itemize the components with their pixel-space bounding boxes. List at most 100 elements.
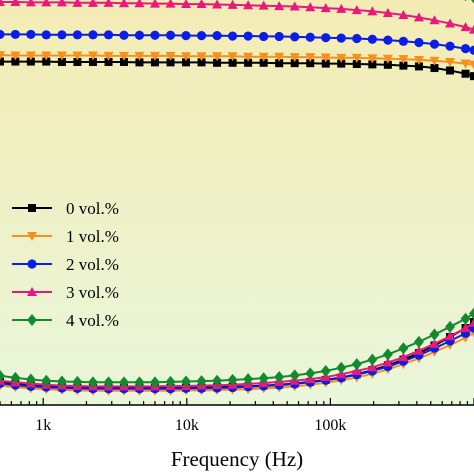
data-point-2-vol-upper <box>460 44 471 54</box>
data-point-0-vol-upper <box>73 57 82 66</box>
data-point-1-vol-upper <box>165 51 176 61</box>
data-point-4-vol-lower <box>87 376 98 389</box>
data-point-2-vol-upper <box>26 29 36 40</box>
data-point-4-vol-lower <box>103 376 114 389</box>
data-point-1-vol-upper <box>243 52 254 62</box>
data-point-4-vol-lower <box>320 364 331 377</box>
data-point-3-vol-upper <box>25 0 36 7</box>
data-point-0-vol-upper <box>446 66 455 75</box>
data-point-4-vol-lower <box>212 374 223 387</box>
data-point-4-vol-lower <box>118 376 129 389</box>
data-point-0-vol-upper <box>461 69 470 78</box>
data-point-4-vol-lower <box>41 374 52 387</box>
legend-marker <box>27 314 37 326</box>
data-point-2-vol-upper <box>212 31 222 41</box>
data-point-3-vol-upper <box>0 0 5 7</box>
data-point-0-vol-upper <box>259 58 268 67</box>
legend-marker <box>27 232 37 241</box>
data-point-3-vol-lower <box>445 331 456 341</box>
data-point-2-vol-upper <box>10 29 20 40</box>
x-tick-label: 10k <box>175 417 199 434</box>
data-point-4-vol-lower <box>460 312 471 325</box>
data-point-2-vol-upper <box>352 33 362 44</box>
data-point-2-vol-upper <box>383 35 393 45</box>
data-point-0-vol-upper <box>414 62 423 71</box>
data-point-1-vol-upper <box>181 52 192 62</box>
data-point-2-vol-upper <box>445 41 455 51</box>
data-point-2-vol-upper <box>321 33 331 43</box>
data-point-4-vol-lower <box>149 376 160 389</box>
data-point-3-vol-upper <box>243 0 254 10</box>
data-point-1-vol-upper <box>0 51 5 61</box>
data-point-0-vol-upper <box>399 61 408 70</box>
data-point-1-vol-upper <box>258 52 269 62</box>
data-point-2-vol-upper <box>181 31 191 41</box>
data-point-0-vol-upper <box>197 58 206 67</box>
data-point-1-vol-upper <box>305 53 316 63</box>
data-point-4-vol-lower <box>289 369 300 382</box>
data-point-1-vol-upper <box>10 51 21 61</box>
data-point-0-vol-upper <box>368 60 377 69</box>
data-point-2-vol-upper <box>196 31 207 41</box>
data-point-3-vol-upper <box>413 12 424 22</box>
data-point-3-vol-upper <box>134 0 145 8</box>
data-point-4-vol-lower <box>196 375 207 388</box>
data-point-0-vol-upper <box>88 57 97 66</box>
data-point-4-vol-lower <box>445 320 456 333</box>
data-point-4-vol-lower <box>181 375 192 388</box>
data-point-3-vol-lower <box>460 323 471 333</box>
data-point-3-vol-upper <box>429 15 440 25</box>
data-point-1-vol-upper <box>351 53 362 63</box>
data-point-1-vol-upper <box>56 51 67 61</box>
legend-label: 3 vol.% <box>66 283 119 302</box>
data-point-0-vol-upper <box>290 59 299 68</box>
data-point-0-vol-upper <box>383 60 392 69</box>
data-point-2-vol-upper <box>0 29 5 40</box>
data-point-4-vol-lower <box>243 373 254 386</box>
data-point-3-vol-upper <box>336 3 347 13</box>
legend-marker <box>28 204 36 212</box>
legend: 0 vol.% 1 vol.% 2 vol.% 3 vol.% 4 vol.% <box>12 199 119 330</box>
data-point-0-vol-upper <box>213 58 222 67</box>
data-point-4-vol-lower <box>258 372 269 385</box>
data-point-3-vol-upper <box>72 0 83 7</box>
data-point-3-vol-upper <box>382 7 393 17</box>
legend-label: 2 vol.% <box>66 255 119 274</box>
data-point-3-vol-lower <box>382 357 393 367</box>
data-point-3-vol-upper <box>87 0 98 7</box>
data-point-1-vol-upper <box>289 53 300 63</box>
data-point-0-vol-upper <box>321 59 330 68</box>
data-point-3-vol-lower <box>469 317 474 327</box>
data-point-0-vol-upper <box>228 58 237 67</box>
data-point-2-vol-upper <box>134 30 145 40</box>
data-point-2-vol-upper <box>119 30 129 40</box>
data-point-3-vol-upper <box>103 0 114 7</box>
x-tick-label: 100k <box>314 417 346 434</box>
data-point-2-vol-upper <box>336 33 346 43</box>
data-point-0-vol-upper <box>57 57 66 66</box>
data-point-0-vol-upper <box>306 59 315 68</box>
data-point-3-vol-lower <box>367 362 378 372</box>
data-point-3-vol-lower <box>351 365 362 375</box>
data-point-0-vol-upper <box>0 57 4 66</box>
data-point-1-vol-upper <box>87 51 98 61</box>
data-point-1-vol-upper <box>367 54 378 64</box>
data-point-2-vol-upper <box>259 31 269 42</box>
data-point-1-vol-upper <box>227 52 238 62</box>
data-point-3-vol-upper <box>10 0 21 7</box>
data-point-3-vol-upper <box>118 0 129 8</box>
data-point-2-vol-upper <box>469 45 474 55</box>
data-point-3-vol-lower <box>429 338 440 348</box>
data-point-2-vol-upper <box>243 31 253 41</box>
data-point-1-vol-upper <box>196 52 207 62</box>
data-point-1-vol-upper <box>445 57 456 67</box>
data-point-2-vol-upper <box>429 39 440 49</box>
data-point-1-vol-upper <box>413 55 424 65</box>
data-point-0-vol-upper <box>337 59 346 68</box>
data-point-1-vol-upper <box>398 55 409 65</box>
data-point-2-vol-upper <box>290 32 300 42</box>
data-point-1-vol-upper <box>41 51 52 61</box>
data-point-0-vol-upper <box>430 64 439 73</box>
series-layer <box>0 0 474 396</box>
legend-label: 0 vol.% <box>66 199 119 218</box>
